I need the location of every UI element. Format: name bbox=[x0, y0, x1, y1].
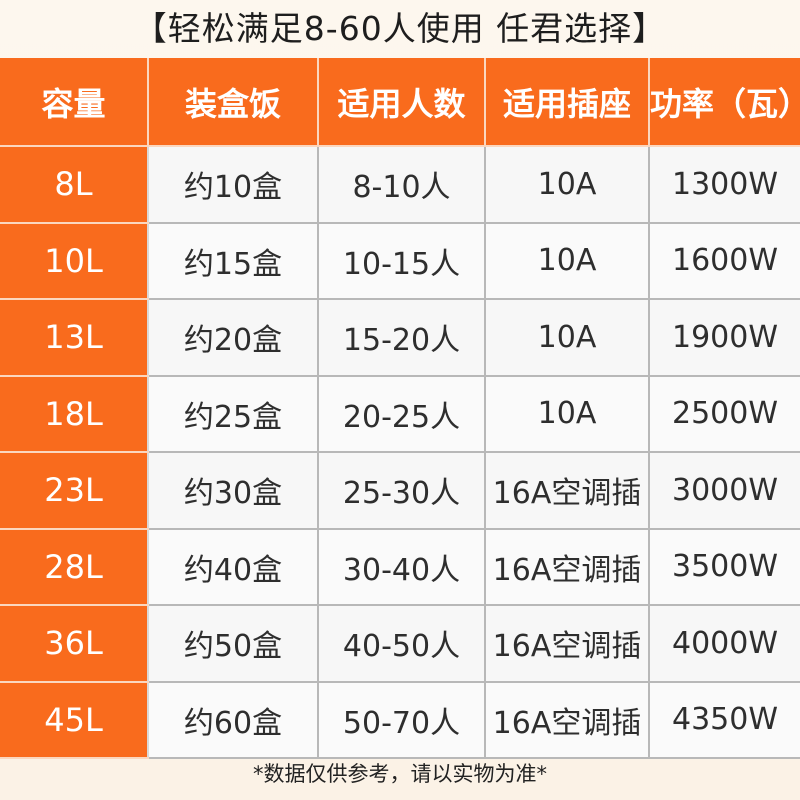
header-power: 功率（瓦） bbox=[648, 58, 800, 147]
socket-cell: 10A bbox=[484, 374, 650, 453]
socket-cell: 10A bbox=[484, 221, 650, 300]
meals-cell: 约60盒 bbox=[147, 680, 319, 759]
power-cell: 1900W bbox=[648, 298, 800, 377]
table-row: 23L 约30盒 25-30人 16A空调插 3000W bbox=[0, 451, 800, 530]
page-title: 【轻松满足8-60人使用 任君选择】 bbox=[133, 9, 667, 48]
people-cell: 50-70人 bbox=[317, 680, 486, 759]
people-cell: 30-40人 bbox=[317, 527, 486, 606]
power-cell: 1600W bbox=[648, 221, 800, 300]
socket-cell: 10A bbox=[484, 298, 650, 377]
power-cell: 4350W bbox=[648, 680, 800, 759]
header-people: 适用人数 bbox=[317, 58, 486, 147]
people-cell: 40-50人 bbox=[317, 604, 486, 683]
capacity-cell: 36L bbox=[0, 604, 149, 683]
socket-cell: 16A空调插 bbox=[484, 451, 650, 530]
power-cell: 2500W bbox=[648, 374, 800, 453]
table-row: 18L 约25盒 20-25人 10A 2500W bbox=[0, 374, 800, 453]
table-row: 45L 约60盒 50-70人 16A空调插 4350W bbox=[0, 680, 800, 759]
meals-cell: 约50盒 bbox=[147, 604, 319, 683]
socket-cell: 16A空调插 bbox=[484, 527, 650, 606]
header-socket: 适用插座 bbox=[484, 58, 650, 147]
power-cell: 3000W bbox=[648, 451, 800, 530]
power-cell: 3500W bbox=[648, 527, 800, 606]
people-cell: 25-30人 bbox=[317, 451, 486, 530]
socket-cell: 16A空调插 bbox=[484, 680, 650, 759]
people-cell: 10-15人 bbox=[317, 221, 486, 300]
power-cell: 1300W bbox=[648, 145, 800, 224]
meals-cell: 约40盒 bbox=[147, 527, 319, 606]
meals-cell: 约20盒 bbox=[147, 298, 319, 377]
power-cell: 4000W bbox=[648, 604, 800, 683]
capacity-cell: 8L bbox=[0, 145, 149, 224]
capacity-cell: 13L bbox=[0, 298, 149, 377]
people-cell: 15-20人 bbox=[317, 298, 486, 377]
socket-cell: 16A空调插 bbox=[484, 604, 650, 683]
header-boxed-meals: 装盒饭 bbox=[147, 58, 319, 147]
capacity-cell: 18L bbox=[0, 374, 149, 453]
capacity-cell: 45L bbox=[0, 680, 149, 759]
people-cell: 20-25人 bbox=[317, 374, 486, 453]
meals-cell: 约10盒 bbox=[147, 145, 319, 224]
table-row: 13L 约20盒 15-20人 10A 1900W bbox=[0, 298, 800, 377]
capacity-cell: 28L bbox=[0, 527, 149, 606]
meals-cell: 约30盒 bbox=[147, 451, 319, 530]
socket-cell: 10A bbox=[484, 145, 650, 224]
header-capacity: 容量 bbox=[0, 58, 149, 147]
meals-cell: 约15盒 bbox=[147, 221, 319, 300]
table-row: 8L 约10盒 8-10人 10A 1300W bbox=[0, 145, 800, 224]
table-row: 10L 约15盒 10-15人 10A 1600W bbox=[0, 221, 800, 300]
capacity-cell: 23L bbox=[0, 451, 149, 530]
people-cell: 8-10人 bbox=[317, 145, 486, 224]
disclaimer-note: *数据仅供参考，请以实物为准* bbox=[253, 762, 547, 786]
capacity-cell: 10L bbox=[0, 221, 149, 300]
table-header-row: 容量 装盒饭 适用人数 适用插座 功率（瓦） bbox=[0, 58, 800, 147]
meals-cell: 约25盒 bbox=[147, 374, 319, 453]
spec-table: 容量 装盒饭 适用人数 适用插座 功率（瓦） 8L 约10盒 8-10人 10A… bbox=[0, 58, 800, 759]
table-row: 28L 约40盒 30-40人 16A空调插 3500W bbox=[0, 527, 800, 606]
table-row: 36L 约50盒 40-50人 16A空调插 4000W bbox=[0, 604, 800, 683]
